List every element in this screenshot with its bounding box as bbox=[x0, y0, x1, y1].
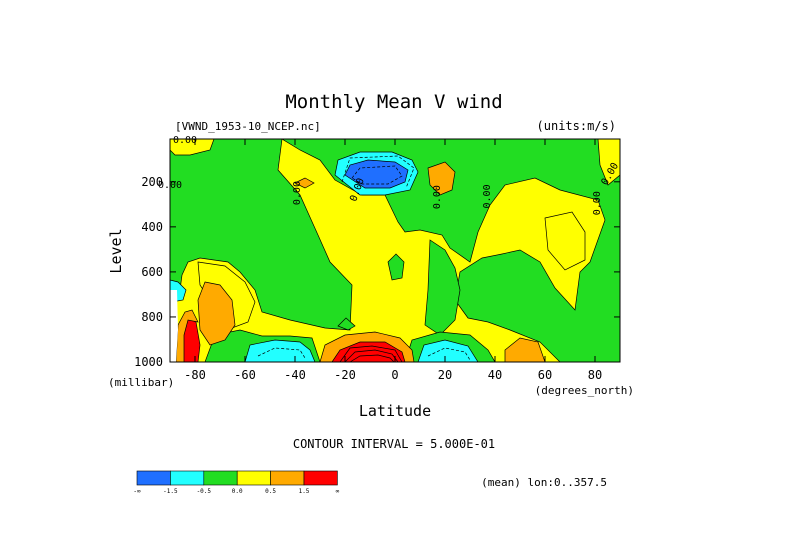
colorbar: -∞ -1.5 -0.5 0.0 0.5 1.5 ∞ bbox=[133, 470, 340, 495]
y-tick-label-0: 200 bbox=[141, 175, 163, 189]
contour-label-3: 0.00 bbox=[432, 185, 443, 209]
x-axis-unit: (degrees_north) bbox=[535, 384, 634, 397]
colorbar-swatch-4 bbox=[270, 470, 305, 486]
dashed-contour-1 bbox=[351, 165, 403, 185]
x-tick-label-1: -60 bbox=[234, 368, 256, 382]
colorbar-label-1: -1.5 bbox=[163, 488, 178, 495]
colorbar-label-0: -∞ bbox=[133, 488, 141, 495]
y-tick-label-1: 400 bbox=[141, 220, 163, 234]
units-label: (units:m/s) bbox=[537, 119, 616, 133]
x-tick-label-8: 80 bbox=[588, 368, 602, 382]
contour-field bbox=[170, 139, 620, 362]
colorbar-label-5: 1.5 bbox=[299, 488, 310, 495]
x-tick-label-7: 60 bbox=[538, 368, 552, 382]
region-green-spot bbox=[387, 253, 405, 281]
y-tick-label-3: 800 bbox=[141, 310, 163, 324]
y-axis-unit: (millibar) bbox=[108, 376, 174, 389]
dataset-label: [VWND_1953-10_NCEP.nc] bbox=[175, 120, 321, 133]
lon-mean-label: (mean) lon:0..357.5 bbox=[481, 476, 607, 489]
y-tick-label-2: 600 bbox=[141, 265, 163, 279]
region-orange-pole bbox=[175, 309, 199, 362]
x-tick-label-3: -20 bbox=[334, 368, 356, 382]
contour-label-5: 0.00 bbox=[592, 191, 603, 215]
dashed-contour-4 bbox=[341, 155, 415, 189]
solid-contour-3 bbox=[349, 354, 395, 362]
colorbar-swatch-1 bbox=[170, 470, 205, 486]
region-orange-spot bbox=[294, 177, 315, 189]
colorbar-label-6: ∞ bbox=[336, 488, 340, 495]
chart-title: Monthly Mean V wind bbox=[285, 91, 502, 113]
contour-label-2: 0.00 bbox=[292, 181, 303, 205]
region-yellow-pole bbox=[170, 139, 215, 156]
region-orange-sh bbox=[197, 281, 236, 346]
colorbar-label-2: -0.5 bbox=[197, 488, 212, 495]
solid-contour-2 bbox=[344, 349, 399, 362]
colorbar-swatch-3 bbox=[236, 470, 271, 486]
y-axis-label: Level bbox=[107, 228, 125, 273]
region-yellow-nh bbox=[544, 211, 586, 271]
region-cyan-sh bbox=[244, 339, 316, 362]
x-tick-label-5: 20 bbox=[438, 368, 452, 382]
region-missing-pole bbox=[170, 290, 178, 362]
x-tick-label-4: 0 bbox=[391, 368, 398, 382]
y-axis: 200 400 600 800 1000 bbox=[134, 175, 620, 369]
solid-contours bbox=[339, 345, 403, 362]
region-orange-nh bbox=[504, 337, 546, 362]
region-yellow-np bbox=[597, 139, 620, 186]
colorbar-swatch-2 bbox=[203, 470, 238, 486]
x-axis-label: Latitude bbox=[359, 402, 431, 420]
x-tick-label-2: -40 bbox=[284, 368, 306, 382]
colorbar-label-4: 0.5 bbox=[265, 488, 276, 495]
x-tick-label-0: -80 bbox=[184, 368, 206, 382]
y-tick-label-4: 1000 bbox=[134, 355, 163, 369]
colorbar-label-3: 0.0 bbox=[232, 488, 243, 495]
x-axis: -80 -60 -40 -20 0 20 40 60 80 bbox=[184, 139, 602, 382]
region-cyan-equator bbox=[417, 339, 479, 362]
region-green-sh bbox=[170, 139, 353, 331]
contour-interval-label: CONTOUR INTERVAL = 5.000E-01 bbox=[293, 437, 495, 451]
dashed-contours bbox=[257, 155, 471, 361]
contour-label-0: 0.00 bbox=[173, 135, 197, 146]
solid-contour-1 bbox=[339, 345, 403, 362]
colorbar-swatch-5 bbox=[303, 470, 338, 486]
contour-label-4: 0.00 bbox=[482, 184, 493, 208]
region-blue-upper bbox=[344, 159, 409, 189]
x-tick-label-6: 40 bbox=[488, 368, 502, 382]
dashed-contour-2 bbox=[257, 347, 306, 359]
colorbar-swatch-0 bbox=[136, 470, 171, 486]
region-green-tropics bbox=[424, 239, 461, 336]
region-green-spot-2 bbox=[337, 317, 356, 331]
region-orange-upper bbox=[427, 161, 456, 196]
